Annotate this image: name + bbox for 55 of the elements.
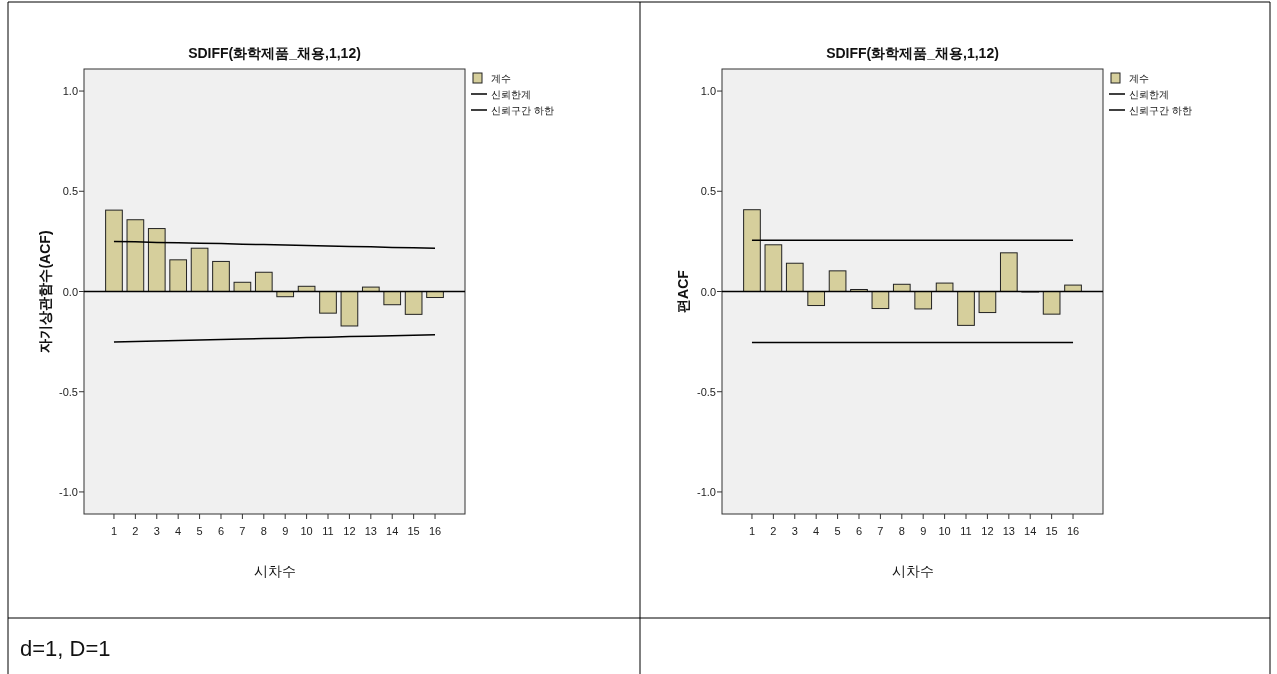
x-tick-label: 7 [239,525,246,537]
x-tick-label: 1 [748,525,756,537]
x-tick-label: 8 [898,525,905,537]
x-tick-label: 7 [877,525,884,537]
x-tick-label: 14 [386,525,399,537]
x-tick-label: 12 [981,525,994,537]
x-tick-label: 11 [322,525,334,537]
x-tick-label: 3 [791,525,798,537]
x-tick-label: 9 [282,525,289,537]
x-tick-label: 6 [217,525,225,537]
y-tick-label: 0.5 [62,185,78,198]
x-tick-label: 9 [920,525,927,537]
x-tick-label: 5 [196,525,203,537]
x-tick-label: 15 [407,525,420,537]
y-tick-label: -0.5 [59,385,78,398]
x-axis-title: 시차수 [253,563,296,579]
x-tick-label: 11 [960,525,972,537]
x-tick-label: 12 [343,525,356,537]
y-axis-title: 자기상관함수(ACF) [37,230,53,353]
x-tick-label: 6 [855,525,863,537]
x-tick-label: 10 [938,525,951,537]
x-tick-label: 4 [813,525,820,537]
chart-title: SDIFF(화학제품_채용,1,12) [826,45,999,61]
x-tick-label: 3 [153,525,160,537]
legend-label: 신뢰구간 하한 [1129,105,1192,116]
y-tick-label: 1.0 [700,85,716,98]
y-tick-label: -1.0 [59,485,78,498]
y-tick-label: 0.0 [700,285,716,298]
x-tick-label: 14 [1024,525,1037,537]
x-tick-label: 10 [300,525,313,537]
x-tick-label: 13 [364,525,377,537]
x-tick-label: 2 [132,525,139,537]
text: d=1, D=1 [20,636,111,661]
x-tick-label: 16 [428,525,442,537]
y-axis-title: 편ACF [675,269,691,313]
x-axis-title: 시차수 [891,563,934,579]
chart-title: SDIFF(화학제품_채용,1,12) [188,45,361,61]
y-tick-label: 1.0 [62,85,78,98]
x-tick-label: 13 [1002,525,1015,537]
x-tick-label: 16 [1066,525,1080,537]
legend-label: 신뢰구간 하한 [491,105,554,116]
x-tick-label: 4 [175,525,182,537]
x-tick-label: 5 [834,525,841,537]
legend-label: 계수 [491,73,511,84]
y-tick-label: 0.5 [700,185,716,198]
legend-label: 신뢰한계 [491,89,531,100]
y-tick-label: -0.5 [697,385,716,398]
legend-label: 신뢰한계 [1129,89,1169,100]
x-tick-label: 15 [1045,525,1058,537]
x-tick-label: 8 [260,525,267,537]
x-tick-label: 1 [110,525,118,537]
x-tick-label: 2 [770,525,777,537]
y-tick-label: 0.0 [62,285,78,298]
y-tick-label: -1.0 [697,485,716,498]
legend-label: 계수 [1129,73,1149,84]
